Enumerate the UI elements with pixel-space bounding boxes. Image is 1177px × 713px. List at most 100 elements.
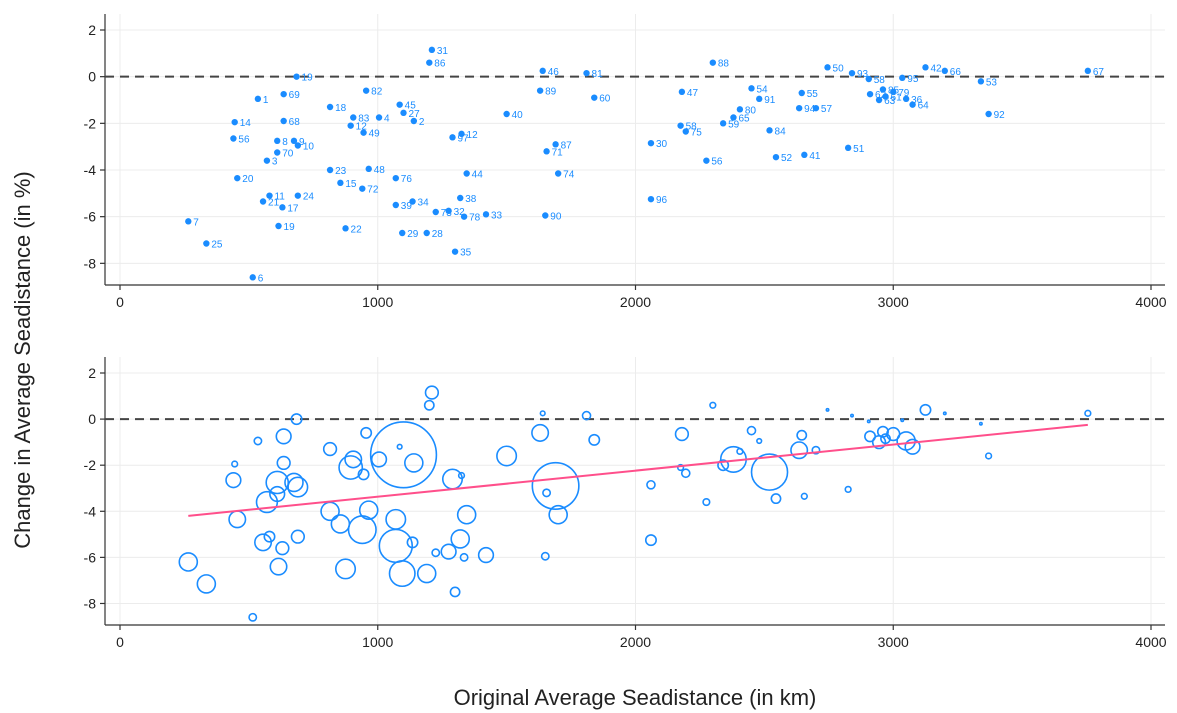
data-point-label: 39 [401,201,413,212]
data-point [772,153,780,161]
data-point [879,86,887,93]
data-point [410,117,418,125]
data-point [342,225,349,232]
data-point [539,67,546,75]
y-tick-label: 0 [88,411,96,427]
data-point [496,445,518,467]
data-point [275,222,282,230]
data-point [770,493,782,505]
data-point-label: 79 [898,88,910,99]
data-point [844,144,852,152]
data-point [416,563,437,584]
data-point [440,543,457,560]
data-point-label: 71 [552,147,564,158]
y-tick-label: -2 [84,457,97,473]
data-point [450,529,471,549]
data-point [682,128,689,135]
data-point [396,101,403,108]
data-point [375,114,383,121]
data-point [756,437,763,445]
data-point [978,421,983,426]
data-point-label: 97 [457,133,469,144]
x-tick-label: 0 [116,634,124,650]
data-point [360,426,373,439]
data-point-label: 66 [950,67,962,78]
data-point [900,418,905,423]
data-point-label: 81 [592,69,604,80]
data-point-label: 65 [738,114,750,125]
data-point [812,104,820,112]
data-point [293,73,300,80]
data-point [344,450,363,469]
data-point [360,129,367,136]
data-point-label: 90 [550,212,562,223]
y-tick-label: -4 [84,162,97,178]
data-point [703,157,710,164]
data-point [423,399,435,411]
data-point-label: 45 [405,101,417,112]
scatter-panel-bottom: 2 0 -2 -4 -6 -8 0 1000 2000 3000 4000 [84,357,1167,650]
y-axis-label: Change in Average Seadistance (in %) [10,171,35,549]
data-point [399,229,406,237]
data-point [552,141,559,148]
data-point [409,198,416,205]
y-tick-label: -4 [84,503,97,519]
data-point [404,453,424,473]
data-point [503,110,510,118]
data-point [449,586,461,598]
data-point [942,411,947,416]
data-point [230,135,237,142]
data-point-label: 72 [367,185,379,196]
data-point [482,211,490,218]
data-point-label: 61 [891,93,903,104]
x-tick-label: 2000 [620,294,651,310]
data-point [677,122,684,129]
data-point-label: 54 [756,84,768,95]
data-point [274,149,281,156]
data-point-label: 58 [686,122,698,133]
data-point [844,485,852,494]
data-point [431,548,441,558]
data-point-label: 76 [401,174,413,185]
data-point-label: 25 [211,240,223,251]
data-point-label: 62 [875,90,887,101]
data-point-label: 58 [874,75,886,86]
data-point-label: 31 [437,46,449,57]
data-point [477,546,495,564]
data-point [1084,409,1092,417]
data-point-label: 46 [548,67,560,78]
data-point [811,445,821,455]
data-point-label: 49 [369,129,381,140]
x-tick-label: 0 [116,294,124,310]
data-point [796,429,808,441]
data-point-label: 22 [351,224,363,235]
data-point-label: 59 [728,119,740,130]
data-point [531,423,550,442]
data-point [678,88,686,96]
data-point-label: 12 [356,122,368,133]
data-point [451,248,459,255]
data-point-label: 55 [807,89,819,100]
data-point [848,69,856,77]
data-point [882,93,889,100]
data-point [185,218,192,225]
data-point [196,574,217,594]
data-point [709,59,717,66]
data-point [294,192,302,199]
data-point [644,534,657,547]
data-point [540,551,550,561]
data-point [203,240,210,247]
data-point [358,500,379,520]
data-point-label: 17 [287,203,299,214]
data-point [977,78,985,85]
data-point [646,479,656,490]
data-point [357,468,370,481]
data-point [588,433,601,446]
data-point [536,87,544,94]
data-point [326,103,334,111]
data-point [322,441,338,457]
data-point [279,204,286,211]
y-tick-label: -2 [84,115,97,131]
data-point [591,94,598,101]
